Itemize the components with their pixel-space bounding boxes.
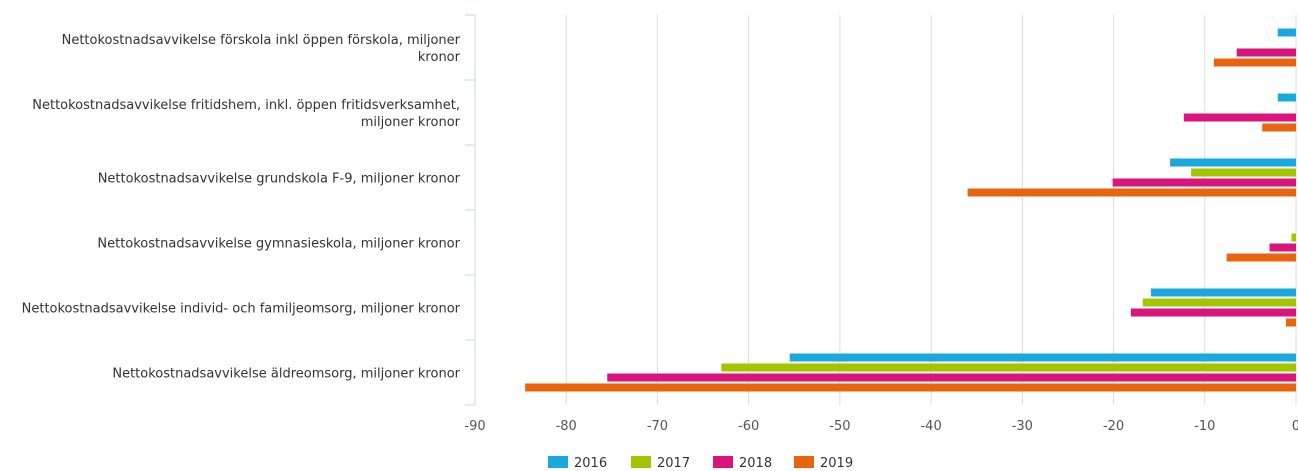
legend-item-2016[interactable]: 2016: [548, 456, 607, 471]
bar-2016: [1150, 288, 1296, 297]
bar-2017: [1191, 168, 1296, 177]
bar-2018: [1112, 178, 1296, 187]
tick-labels: -90 -80 -70 -60 -50 -40 -30 -20 -10 0: [464, 419, 1298, 434]
category-axis: [465, 14, 476, 406]
category-label: Nettokostnadsavvikelse gymnasieskola, mi…: [97, 237, 460, 252]
x-tick-label: -70: [647, 419, 668, 434]
bar-2019: [1226, 253, 1296, 262]
category-label: miljoner kronor: [361, 115, 461, 130]
category-label: Nettokostnadsavvikelse individ- och fami…: [22, 302, 461, 317]
bars: [525, 28, 1296, 392]
bar-2017: [1291, 233, 1296, 242]
bar-2019: [525, 383, 1296, 392]
bar-2018: [1183, 113, 1296, 122]
legend-label: 2017: [657, 456, 690, 471]
category-label: Nettokostnadsavvikelse äldreomsorg, milj…: [112, 367, 460, 382]
category-label: Nettokostnadsavvikelse förskola inkl öpp…: [62, 33, 461, 48]
category-label: kronor: [418, 50, 461, 65]
bar-2016: [1277, 28, 1296, 37]
x-tick-label: -30: [1012, 419, 1033, 434]
legend-label: 2018: [739, 456, 772, 471]
bar-2019: [1285, 318, 1296, 327]
category-labels: Nettokostnadsavvikelse förskola inkl öpp…: [22, 33, 461, 382]
bar-2019: [1262, 123, 1296, 132]
legend-label: 2019: [820, 456, 853, 471]
legend: 2016 2017 2018 2019: [548, 456, 853, 471]
category-label: Nettokostnadsavvikelse fritidshem, inkl.…: [32, 98, 460, 113]
legend-item-2017[interactable]: 2017: [631, 456, 690, 471]
bar-2016: [1170, 158, 1296, 167]
x-tick-label: 0: [1292, 419, 1298, 434]
bar-2018: [607, 373, 1296, 382]
x-tick-label: -40: [920, 419, 941, 434]
x-tick-label: -90: [464, 419, 485, 434]
legend-label: 2016: [574, 456, 607, 471]
bar-2018: [1130, 308, 1296, 317]
legend-swatch: [548, 456, 568, 468]
legend-item-2018[interactable]: 2018: [713, 456, 772, 471]
gridlines: [474, 15, 1297, 405]
legend-swatch: [794, 456, 814, 468]
x-tick-label: -50: [829, 419, 850, 434]
bar-2019: [967, 188, 1296, 197]
bar-2017: [721, 363, 1296, 372]
x-tick-label: -60: [738, 419, 759, 434]
bar-2016: [789, 353, 1296, 362]
bar-2019: [1213, 58, 1296, 67]
legend-swatch: [631, 456, 651, 468]
category-label: Nettokostnadsavvikelse grundskola F-9, m…: [98, 172, 461, 187]
x-tick-label: -80: [556, 419, 577, 434]
x-tick-label: -10: [1194, 419, 1215, 434]
bar-2018: [1236, 48, 1296, 57]
bar-2016: [1277, 93, 1296, 102]
bar-2018: [1269, 243, 1296, 252]
legend-swatch: [713, 456, 733, 468]
bar-2017: [1142, 298, 1296, 307]
legend-item-2019[interactable]: 2019: [794, 456, 853, 471]
x-tick-label: -20: [1103, 419, 1124, 434]
